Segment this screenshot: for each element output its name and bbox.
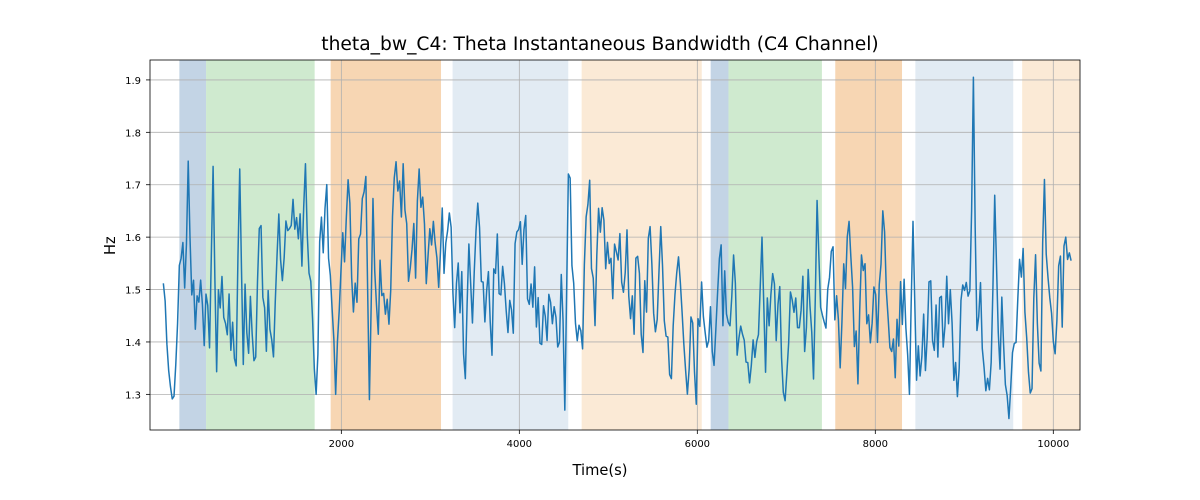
- x-tick-label: 6000: [685, 439, 710, 450]
- y-tick-label: 1.6: [125, 233, 141, 244]
- chart-title: theta_bw_C4: Theta Instantaneous Bandwid…: [0, 34, 1200, 55]
- y-tick-label: 1.5: [125, 286, 141, 297]
- plot-svg: 2000 4000 6000 8000 10000 1.3 1.4 1.5 1.6 1.7 1.8 1…: [0, 0, 1200, 500]
- y-tick-label: 1.4: [125, 338, 141, 349]
- x-tick-label: 10000: [1037, 439, 1069, 450]
- x-axis-label: Time(s): [0, 462, 1200, 479]
- y-tick-label: 1.8: [125, 128, 141, 139]
- x-tick-label: 4000: [507, 439, 532, 450]
- y-tick-label: 1.7: [125, 181, 141, 192]
- y-tick-label: 1.9: [125, 76, 141, 87]
- x-tick-label: 2000: [329, 439, 354, 450]
- figure: 2000 4000 6000 8000 10000 1.3 1.4 1.5 1.6 1.7 1.8 1…: [0, 0, 1200, 500]
- x-tick-label: 8000: [863, 439, 888, 450]
- y-axis-label: Hz: [102, 236, 119, 255]
- y-tick-label: 1.3: [125, 390, 141, 401]
